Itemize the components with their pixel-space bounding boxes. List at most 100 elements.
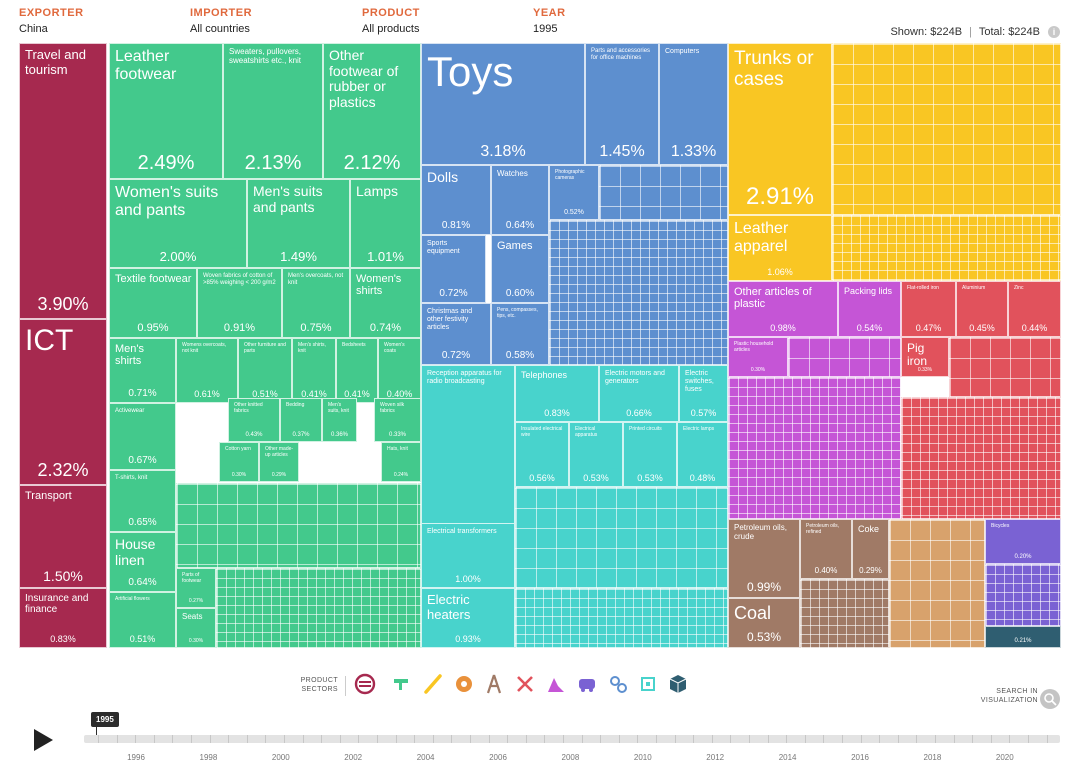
timeline-tick-label[interactable]: 2006	[489, 753, 507, 762]
treemap-tile[interactable]: 0.21%	[985, 626, 1061, 648]
treemap-tile[interactable]: Sweaters, pullovers, sweatshirts etc., k…	[223, 43, 323, 179]
treemap-tile[interactable]: Packing lids 0.54%	[838, 281, 901, 337]
treemap-tile[interactable]: Transport 1.50%	[19, 485, 107, 588]
services-icon[interactable]	[354, 673, 376, 695]
treemap-tile[interactable]: T-shirts, knit 0.65%	[109, 470, 176, 532]
treemap-tile[interactable]: Petroleum oils, refined 0.40%	[800, 519, 852, 579]
timeline-tick-label[interactable]: 2010	[633, 753, 652, 762]
treemap-tile[interactable]: Flat-rolled iron 0.47%	[901, 281, 956, 337]
treemap-tile[interactable]: Men's suits, knit 0.36%	[322, 398, 357, 442]
exporter-value[interactable]: China	[19, 23, 48, 35]
treemap-tile[interactable]: Christmas and other festivity articles 0.…	[421, 303, 491, 365]
treemap-minor-tiles[interactable]	[216, 568, 421, 648]
treemap-tile[interactable]: Trunks or cases 2.91%	[728, 43, 832, 215]
treemap-tile[interactable]: Other footwear of rubber or plastics 2.12…	[323, 43, 421, 179]
treemap-tile[interactable]: Men's suits and pants 1.49%	[247, 179, 350, 268]
treemap-minor-tiles[interactable]	[176, 483, 421, 568]
treemap-tile[interactable]: Telephones 0.83%	[515, 365, 599, 422]
treemap-tile[interactable]: Pens, compasses, tips, etc. 0.58%	[491, 303, 549, 365]
timeline-tick-label[interactable]: 2016	[851, 753, 869, 762]
treemap-tile[interactable]: Plastic household articles 0.30%	[728, 337, 788, 377]
treemap-minor-tiles[interactable]	[985, 564, 1061, 626]
treemap-tile[interactable]: Electric lamps 0.48%	[677, 422, 728, 487]
stone-icon[interactable]	[453, 673, 475, 695]
treemap-tile[interactable]: Cotton yarn 0.30%	[219, 442, 259, 482]
treemap-minor-tiles[interactable]	[800, 579, 889, 648]
treemap-tile[interactable]: Watches 0.64%	[491, 165, 549, 235]
importer-selector[interactable]: IMPORTER All countries	[190, 7, 252, 35]
treemap-tile[interactable]: Zinc 0.44%	[1008, 281, 1061, 337]
treemap-tile[interactable]: Toys 3.18%	[421, 43, 585, 165]
treemap-tile[interactable]: Electrical transformers 1.00%	[421, 523, 515, 588]
timeline-tick-label[interactable]: 2000	[271, 753, 290, 762]
vehicles-icon[interactable]	[576, 673, 598, 695]
treemap-tile[interactable]: Woven fabrics of cotton of >85% weighing…	[197, 268, 282, 338]
timeline-tick-label[interactable]: 2012	[706, 753, 725, 762]
agriculture-icon[interactable]	[422, 673, 444, 695]
timeline-tick-label[interactable]: 2020	[995, 753, 1014, 762]
product-selector[interactable]: PRODUCT All products	[362, 7, 420, 35]
treemap-tile[interactable]: Textile footwear 0.95%	[109, 268, 197, 338]
treemap-tile[interactable]: Women's coats 0.40%	[378, 338, 421, 403]
treemap-tile[interactable]: Pig iron 0.33%	[901, 337, 949, 377]
treemap-tile[interactable]: Parts and accessories for office machine…	[585, 43, 659, 165]
product-value[interactable]: All products	[362, 23, 420, 35]
metals-icon[interactable]	[514, 673, 536, 695]
treemap-tile[interactable]: Bedsheets 0.41%	[336, 338, 378, 403]
treemap-tile[interactable]: Women's suits and pants 2.00%	[109, 179, 247, 268]
treemap-tile[interactable]: Computers 1.33%	[659, 43, 728, 165]
treemap-minor-tiles[interactable]	[949, 337, 1061, 397]
treemap-minor-tiles[interactable]	[728, 377, 901, 519]
other-icon[interactable]	[667, 673, 689, 695]
exporter-selector[interactable]: EXPORTER China	[19, 7, 84, 35]
treemap-tile[interactable]: Hats, knit 0.24%	[381, 442, 421, 482]
treemap-tile[interactable]: Petroleum oils, crude 0.99%	[728, 519, 800, 598]
treemap-tile[interactable]: Electric switches, fuses 0.57%	[679, 365, 728, 422]
minerals-icon[interactable]	[483, 673, 505, 695]
treemap-tile[interactable]: Woven silk fabrics 0.33%	[374, 398, 421, 442]
treemap-tile[interactable]: Men's shirts 0.71%	[109, 338, 176, 403]
treemap-tile[interactable]: Sports equipment 0.72%	[421, 235, 486, 303]
treemap-tile[interactable]: Travel and tourism 3.90%	[19, 43, 107, 319]
treemap-tile[interactable]: Insurance and finance 0.83%	[19, 588, 107, 648]
treemap-tile[interactable]: Games 0.60%	[491, 235, 549, 303]
treemap-tile[interactable]: Seats 0.30%	[176, 608, 216, 648]
treemap-tile[interactable]: Photographic cameras 0.52%	[549, 165, 599, 220]
treemap-tile[interactable]: Parts of footwear 0.27%	[176, 568, 216, 608]
treemap-tile[interactable]: Bicycles 0.20%	[985, 519, 1061, 564]
treemap-minor-tiles[interactable]	[901, 397, 1061, 519]
treemap-tile[interactable]: Womens overcoats, not knit 0.61%	[176, 338, 238, 403]
treemap-tile[interactable]: Leather apparel 1.06%	[728, 215, 832, 281]
treemap-tile[interactable]: Aluminium 0.45%	[956, 281, 1008, 337]
timeline-tick-label[interactable]: 2004	[416, 753, 435, 762]
machinery-icon[interactable]	[607, 673, 629, 695]
treemap-minor-tiles[interactable]	[515, 487, 728, 588]
treemap-tile[interactable]: Bedding 0.37%	[280, 398, 322, 442]
timeline-tick-label[interactable]: 2008	[561, 753, 580, 762]
search-icon[interactable]	[1040, 689, 1060, 709]
timeline-tick-label[interactable]: 2002	[344, 753, 363, 762]
info-icon[interactable]: i	[1048, 26, 1060, 38]
treemap-tile[interactable]: Men's overcoats, not knit 0.75%	[282, 268, 350, 338]
treemap-tile[interactable]: Activewear 0.67%	[109, 403, 176, 470]
treemap-tile[interactable]: Electrical apparatus 0.53%	[569, 422, 623, 487]
treemap-tile[interactable]: Leather footwear 2.49%	[109, 43, 223, 179]
treemap-tile[interactable]: Electric heaters 0.93%	[421, 588, 515, 648]
play-button[interactable]	[34, 729, 53, 751]
treemap-tile[interactable]: Other knitted fabrics 0.43%	[228, 398, 280, 442]
treemap-minor-tiles[interactable]	[832, 43, 1061, 215]
treemap-tile[interactable]: Insulated electrical wire 0.56%	[515, 422, 569, 487]
electronics-icon[interactable]	[637, 673, 659, 695]
timeline-tick-label[interactable]: 1998	[199, 753, 218, 762]
treemap-tile[interactable]: Other articles of plastic 0.98%	[728, 281, 838, 337]
timeline-track[interactable]	[84, 735, 1060, 743]
timeline-tick-label[interactable]: 1996	[127, 753, 145, 762]
timeline-tick-label[interactable]: 2014	[778, 753, 797, 762]
timeline-year-flag[interactable]: 1995	[91, 712, 119, 735]
treemap-minor-tiles[interactable]	[889, 519, 985, 648]
importer-value[interactable]: All countries	[190, 23, 250, 35]
treemap-tile[interactable]: Electric motors and generators 0.66%	[599, 365, 679, 422]
treemap-minor-tiles[interactable]	[549, 220, 728, 365]
treemap-tile[interactable]: Lamps 1.01%	[350, 179, 421, 268]
treemap-tile[interactable]: Coke 0.29%	[852, 519, 889, 579]
